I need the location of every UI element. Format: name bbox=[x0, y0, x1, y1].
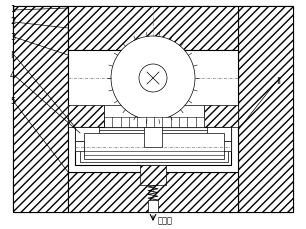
Bar bbox=[75, 127, 231, 165]
Bar bbox=[75, 127, 99, 141]
Bar bbox=[104, 105, 204, 127]
Bar bbox=[68, 105, 104, 127]
Bar bbox=[207, 127, 231, 141]
Bar bbox=[13, 6, 68, 212]
Text: 1: 1 bbox=[10, 5, 15, 14]
Bar bbox=[75, 141, 84, 151]
Text: 4: 4 bbox=[10, 71, 15, 79]
Bar bbox=[80, 130, 228, 162]
Circle shape bbox=[139, 64, 167, 92]
Bar bbox=[13, 6, 293, 212]
Bar bbox=[238, 6, 293, 212]
Bar bbox=[84, 133, 224, 159]
Text: 2: 2 bbox=[10, 17, 15, 27]
Bar bbox=[68, 50, 238, 172]
Text: 出油口: 出油口 bbox=[158, 216, 173, 226]
Circle shape bbox=[111, 36, 195, 120]
Bar bbox=[222, 141, 231, 151]
Bar bbox=[204, 105, 238, 127]
Text: I: I bbox=[10, 51, 13, 60]
Bar bbox=[148, 200, 158, 212]
Bar bbox=[68, 6, 238, 50]
Bar bbox=[68, 172, 238, 212]
Bar bbox=[140, 165, 166, 185]
Bar bbox=[144, 127, 162, 147]
Text: II: II bbox=[276, 77, 281, 87]
Text: 5: 5 bbox=[10, 98, 15, 106]
Text: 3: 3 bbox=[10, 33, 15, 41]
Bar bbox=[104, 117, 204, 127]
